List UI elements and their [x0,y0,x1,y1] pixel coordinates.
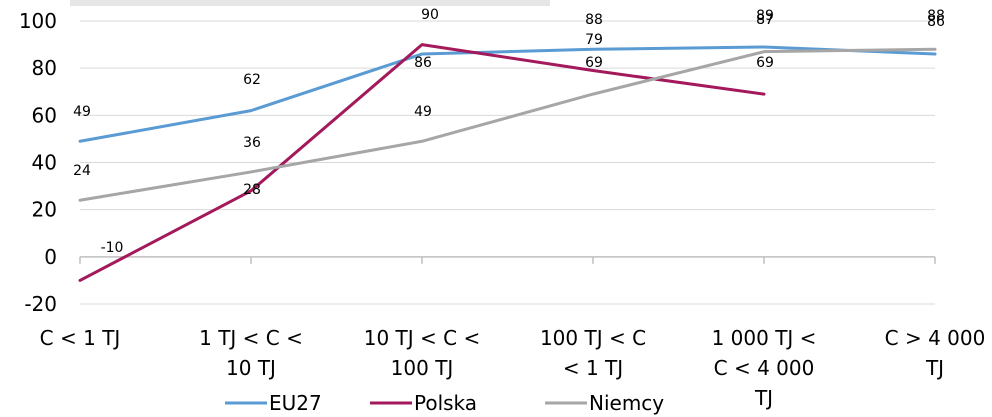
y-tick-label: 40 [32,151,57,175]
data-label: 24 [73,163,91,179]
data-label: 90 [421,7,439,23]
x-category-label-line: 100 TJ [391,356,454,380]
x-category-label-line: 1 000 TJ < [712,326,817,350]
data-label: 62 [243,72,261,88]
x-category-label-line: 1 TJ < C < [199,326,303,350]
x-category-label-line: C < 1 TJ [40,326,121,350]
y-tick-label: 100 [19,9,57,33]
x-category-label: 10 TJ < C < 100 TJ [364,326,480,380]
data-label: 89 [756,8,774,24]
series-line-eu27 [78,45,937,143]
data-label: 36 [243,135,261,151]
x-category-label: C > 4 000 TJ [885,326,986,380]
data-label: 79 [585,32,603,48]
series-line-niemcy [78,47,937,202]
data-label: 69 [585,55,603,71]
data-label: 49 [73,104,91,120]
axes: -20 0 20 40 60 80 100 C < 1 TJ 1 TJ < C < 10 TJ 10… [19,9,986,410]
series-lines [78,43,937,282]
legend-label-niemcy: Niemcy [589,391,664,415]
x-category-label-line: TJ [754,386,773,410]
data-label: 86 [414,55,432,71]
y-tick-label: 0 [44,245,57,269]
x-category-label-line: < 1 TJ [563,356,623,380]
data-label: -10 [101,240,124,256]
y-tick-label: -20 [24,292,57,316]
gridlines [80,20,935,305]
data-label: 88 [927,8,945,24]
y-tick-label: 20 [32,198,57,222]
x-category-label-line: 10 TJ [226,356,276,380]
x-category-label: C < 1 TJ [40,326,121,350]
data-label: 28 [243,182,261,198]
x-category-label: 100 TJ < C < 1 TJ [540,326,646,380]
legend-label-eu27: EU27 [269,391,322,415]
data-label: 88 [585,12,603,28]
x-category-label-line: C > 4 000 [885,326,986,350]
chart-title-fragment [70,0,550,6]
data-label: 49 [414,104,432,120]
legend-label-polska: Polska [414,391,477,415]
y-tick-label: 60 [32,103,57,127]
data-label: 69 [756,55,774,71]
x-category-label-line: TJ [925,356,944,380]
x-category-label-line: C < 4 000 [714,356,815,380]
y-tick-label: 80 [32,56,57,80]
legend: EU27 Polska Niemcy [225,391,664,415]
series-line-polska [78,43,766,282]
x-category-label: 1 000 TJ < C < 4 000 TJ [712,326,817,410]
x-category-label-line: 100 TJ < C [540,326,646,350]
x-category-label: 1 TJ < C < 10 TJ [199,326,303,380]
data-label: 87 [756,12,774,28]
data-label: 86 [927,14,945,30]
x-category-label-line: 10 TJ < C < [364,326,480,350]
